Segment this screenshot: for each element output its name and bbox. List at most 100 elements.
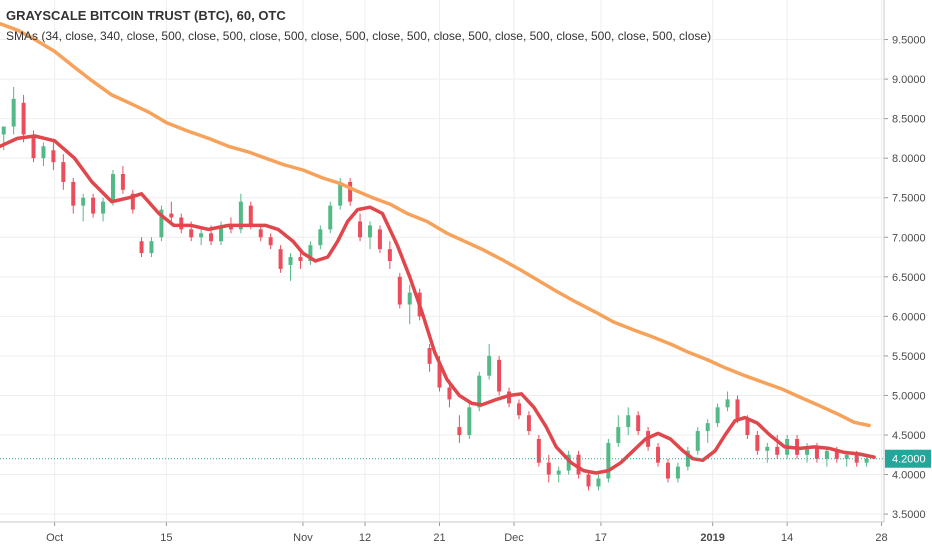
candle-body (546, 462, 551, 475)
candle-body (526, 415, 531, 432)
candle (358, 213, 363, 242)
candle-body (41, 146, 46, 159)
x-tick-label: 2019 (700, 532, 724, 544)
price-axis[interactable]: 3.5000 4.0000 4.5000 5.0000 5.5000 6.0000 6.50… (883, 0, 926, 522)
candle-body (308, 245, 313, 261)
candle-body (765, 446, 770, 451)
candle (120, 166, 125, 194)
time-axis[interactable]: Oct 15 Nov 12 21 Dec 17 2019 14 28 (0, 521, 888, 544)
x-tick-label: 14 (781, 532, 793, 544)
candle (765, 442, 770, 463)
sma-slow-line (0, 21, 871, 428)
candle-body (179, 217, 184, 230)
candle (51, 142, 56, 171)
candle-body (387, 249, 392, 261)
candle (536, 435, 541, 467)
y-tick-label: 5.0000 (892, 390, 926, 402)
candle (457, 415, 462, 443)
candle-body (536, 438, 541, 463)
candle-body (735, 399, 740, 420)
candle (387, 241, 392, 269)
x-tick-label: Nov (293, 532, 313, 544)
candle (516, 399, 521, 420)
candle-body (348, 181, 353, 202)
candle (149, 237, 154, 258)
candle-body (447, 387, 452, 400)
candle-body (507, 391, 512, 404)
candle-body (715, 407, 720, 424)
candle (91, 193, 96, 218)
candle (179, 213, 184, 234)
candle (586, 470, 591, 491)
candle (526, 411, 531, 435)
candle-body (258, 229, 263, 238)
y-tick-label: 9.5000 (892, 35, 926, 47)
candle-body (11, 98, 16, 127)
candle-body (358, 221, 363, 238)
candle-body (407, 292, 412, 305)
candle-body (626, 415, 631, 428)
candle (268, 233, 273, 250)
candle-body (596, 478, 601, 487)
candle (705, 419, 710, 443)
candle-body (695, 431, 700, 451)
candle-body (834, 450, 839, 459)
candle (715, 403, 720, 428)
y-tick-label: 8.5000 (892, 114, 926, 126)
candle-body (755, 435, 760, 451)
candle (427, 344, 432, 372)
candle (824, 446, 829, 467)
candle-body (477, 375, 482, 408)
candle-body (219, 225, 223, 242)
x-tick-label: 17 (595, 532, 607, 544)
candle-body (130, 193, 135, 210)
candle (665, 458, 670, 483)
y-tick-label: 7.0000 (892, 232, 926, 244)
sma-fast-line (0, 134, 876, 475)
x-tick-label: Oct (46, 532, 63, 544)
candle-body (377, 229, 382, 250)
candle-body (814, 446, 819, 459)
sma-lines (0, 21, 876, 475)
candle (407, 284, 412, 325)
candle (556, 466, 561, 483)
candle-body (298, 257, 303, 261)
candle (328, 201, 333, 234)
candle-body (775, 446, 780, 455)
candle-body (824, 450, 829, 459)
indicator-label[interactable]: SMAs (34, close, 340, close, 500, close,… (6, 29, 712, 43)
candle-body (189, 229, 194, 238)
candle-body (120, 174, 125, 190)
candle-body (209, 233, 214, 242)
candle (397, 272, 402, 309)
candle-body (805, 446, 810, 455)
candle-body (656, 446, 661, 463)
last-price-badge: 4.2000 (885, 449, 931, 468)
candle (318, 225, 323, 250)
candle (596, 474, 601, 491)
y-tick-label: 5.5000 (892, 351, 926, 363)
candle (695, 427, 700, 455)
y-tick-label: 4.0000 (892, 470, 926, 482)
candle (101, 197, 106, 222)
candle (348, 177, 353, 206)
candle (487, 344, 492, 380)
candle-body (101, 201, 106, 214)
x-tick-label: 15 (160, 532, 172, 544)
candle-body (745, 419, 750, 435)
candle-body (31, 134, 36, 159)
candle-body (705, 423, 710, 432)
candle-body (844, 454, 849, 459)
candle-body (616, 427, 621, 443)
x-tick-label: 28 (875, 532, 887, 544)
candle-body (586, 474, 591, 487)
candle-body (367, 225, 372, 238)
y-tick-label: 7.5000 (892, 193, 926, 205)
candle (278, 245, 283, 273)
candle (566, 450, 571, 475)
candle-body (159, 209, 164, 238)
candle-body (288, 257, 293, 265)
candle-body (725, 399, 730, 408)
candle-body (21, 102, 26, 135)
